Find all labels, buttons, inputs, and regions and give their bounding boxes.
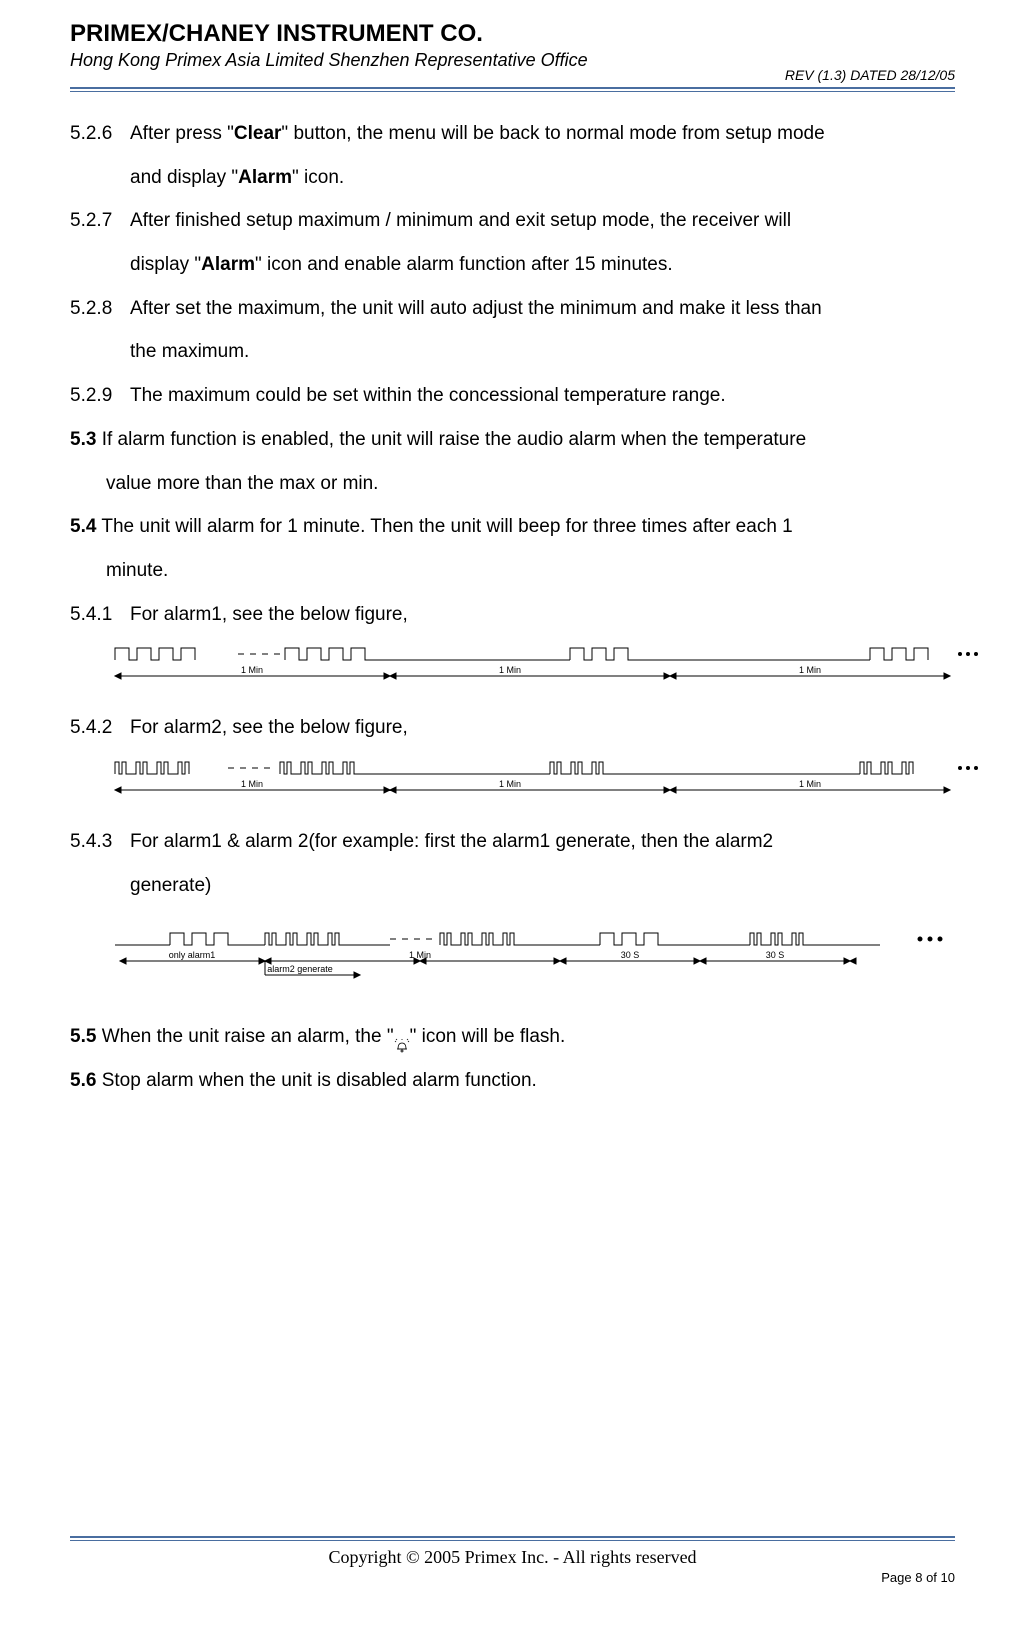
page-footer: Copyright © 2005 Primex Inc. - All right…	[70, 1536, 955, 1585]
svg-text:1 Min: 1 Min	[499, 779, 521, 789]
item-5-2-9: 5.2.9 The maximum could be set within th…	[70, 374, 955, 418]
item-text-b: " icon will be flash.	[410, 1026, 566, 1047]
item-5-2-7-cont: display "Alarm" icon and enable alarm fu…	[70, 243, 955, 287]
svg-text:1 Min: 1 Min	[409, 950, 431, 960]
company-name: PRIMEX/CHANEY INSTRUMENT CO.	[70, 20, 955, 48]
header-rule-bottom	[70, 91, 955, 92]
item-number: 5.4.3	[70, 820, 130, 864]
svg-text:30 S: 30 S	[621, 950, 640, 960]
item-5-6: 5.6 Stop alarm when the unit is disabled…	[70, 1059, 955, 1103]
figure-alarm2: 1 Min 1 Min 1 Min	[110, 756, 990, 806]
item-5-2-8-cont: the maximum.	[70, 330, 955, 374]
item-5-3: 5.3 If alarm function is enabled, the un…	[70, 418, 955, 462]
figure-alarm1: 1 Min 1 Min 1 Min	[110, 642, 990, 692]
item-5-4: 5.4 The unit will alarm for 1 minute. Th…	[70, 505, 955, 549]
item-number: 5.2.8	[70, 287, 130, 331]
document-body: 5.2.6 After press "Clear" button, the me…	[70, 112, 955, 1103]
item-5-4-cont: minute.	[70, 549, 955, 593]
item-5-5: 5.5 When the unit raise an alarm, the " "…	[70, 1015, 955, 1059]
item-5-4-1: 5.4.1 For alarm1, see the below figure,	[70, 593, 955, 637]
copyright-text: Copyright © 2005 Primex Inc. - All right…	[70, 1547, 955, 1568]
item-number: 5.6	[70, 1070, 96, 1091]
item-text: After set the maximum, the unit will aut…	[130, 287, 955, 331]
item-text: After finished setup maximum / minimum a…	[130, 199, 955, 243]
item-text: If alarm function is enabled, the unit w…	[96, 429, 806, 450]
svg-text:1 Min: 1 Min	[799, 665, 821, 675]
item-5-2-6: 5.2.6 After press "Clear" button, the me…	[70, 112, 955, 156]
document-page: PRIMEX/CHANEY INSTRUMENT CO. Hong Kong P…	[0, 0, 1025, 1625]
header-rule-top	[70, 87, 955, 89]
svg-text:alarm2 generate: alarm2 generate	[267, 964, 333, 974]
item-number: 5.2.9	[70, 374, 130, 418]
item-5-4-3-cont: generate)	[70, 864, 955, 908]
item-number: 5.5	[70, 1026, 96, 1047]
page-number: Page 8 of 10	[70, 1570, 955, 1585]
item-text: For alarm2, see the below figure,	[130, 706, 955, 750]
item-5-2-7: 5.2.7 After finished setup maximum / min…	[70, 199, 955, 243]
item-number: 5.4.2	[70, 706, 130, 750]
item-5-4-3: 5.4.3 For alarm1 & alarm 2(for example: …	[70, 820, 955, 864]
svg-text:1 Min: 1 Min	[499, 665, 521, 675]
item-number: 5.4	[70, 516, 96, 537]
item-text: After press "Clear" button, the menu wil…	[130, 112, 955, 156]
figure-alarm1-and-2: only alarm1 1 Min 30 S 30 S alarm2 gener…	[110, 917, 990, 997]
item-number: 5.2.6	[70, 112, 130, 156]
item-5-2-8: 5.2.8 After set the maximum, the unit wi…	[70, 287, 955, 331]
page-header: PRIMEX/CHANEY INSTRUMENT CO. Hong Kong P…	[70, 20, 955, 92]
item-5-3-cont: value more than the max or min.	[70, 462, 955, 506]
item-number: 5.4.1	[70, 593, 130, 637]
item-number: 5.3	[70, 429, 96, 450]
svg-text:1 Min: 1 Min	[241, 665, 263, 675]
item-text: The maximum could be set within the conc…	[130, 374, 955, 418]
item-text: For alarm1, see the below figure,	[130, 593, 955, 637]
footer-rule-bottom	[70, 1540, 955, 1541]
svg-text:1 Min: 1 Min	[241, 779, 263, 789]
alarm-bell-icon	[394, 1027, 410, 1043]
svg-text:only alarm1: only alarm1	[169, 950, 216, 960]
item-text: Stop alarm when the unit is disabled ala…	[96, 1070, 536, 1091]
item-text-a: When the unit raise an alarm, the "	[96, 1026, 393, 1047]
item-number: 5.2.7	[70, 199, 130, 243]
item-text: For alarm1 & alarm 2(for example: first …	[130, 820, 955, 864]
item-text: The unit will alarm for 1 minute. Then t…	[96, 516, 792, 537]
footer-rule-top	[70, 1536, 955, 1538]
svg-text:30 S: 30 S	[766, 950, 785, 960]
item-5-2-6-cont: and display "Alarm" icon.	[70, 156, 955, 200]
svg-text:1 Min: 1 Min	[799, 779, 821, 789]
item-5-4-2: 5.4.2 For alarm2, see the below figure,	[70, 706, 955, 750]
